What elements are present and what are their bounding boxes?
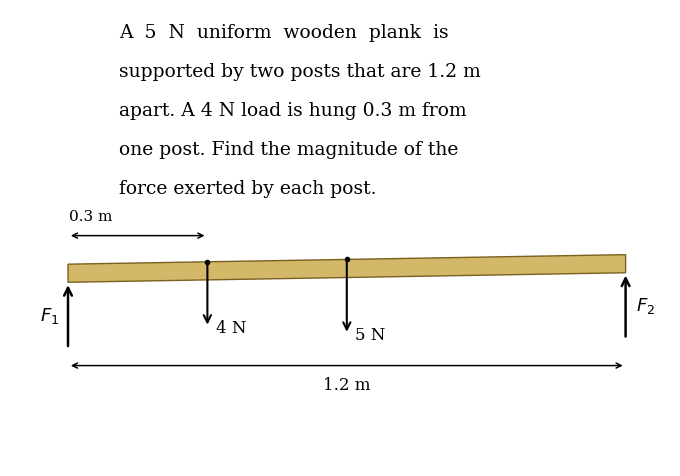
Text: 4 N: 4 N bbox=[216, 320, 246, 337]
Text: supported by two posts that are 1.2 m: supported by two posts that are 1.2 m bbox=[119, 63, 481, 81]
Text: $\it{F}$$_2$: $\it{F}$$_2$ bbox=[636, 296, 655, 316]
Text: apart. A 4 N load is hung 0.3 m from: apart. A 4 N load is hung 0.3 m from bbox=[119, 102, 466, 120]
Text: 1.2 m: 1.2 m bbox=[323, 377, 371, 395]
Text: A  5  N  uniform  wooden  plank  is: A 5 N uniform wooden plank is bbox=[119, 24, 449, 42]
Text: $\it{F}$$_1$: $\it{F}$$_1$ bbox=[40, 306, 60, 326]
Text: one post. Find the magnitude of the: one post. Find the magnitude of the bbox=[119, 141, 458, 159]
Text: 0.3 m: 0.3 m bbox=[69, 210, 112, 224]
Text: force exerted by each post.: force exerted by each post. bbox=[119, 180, 377, 198]
Text: 5 N: 5 N bbox=[355, 327, 386, 345]
Polygon shape bbox=[68, 255, 626, 282]
